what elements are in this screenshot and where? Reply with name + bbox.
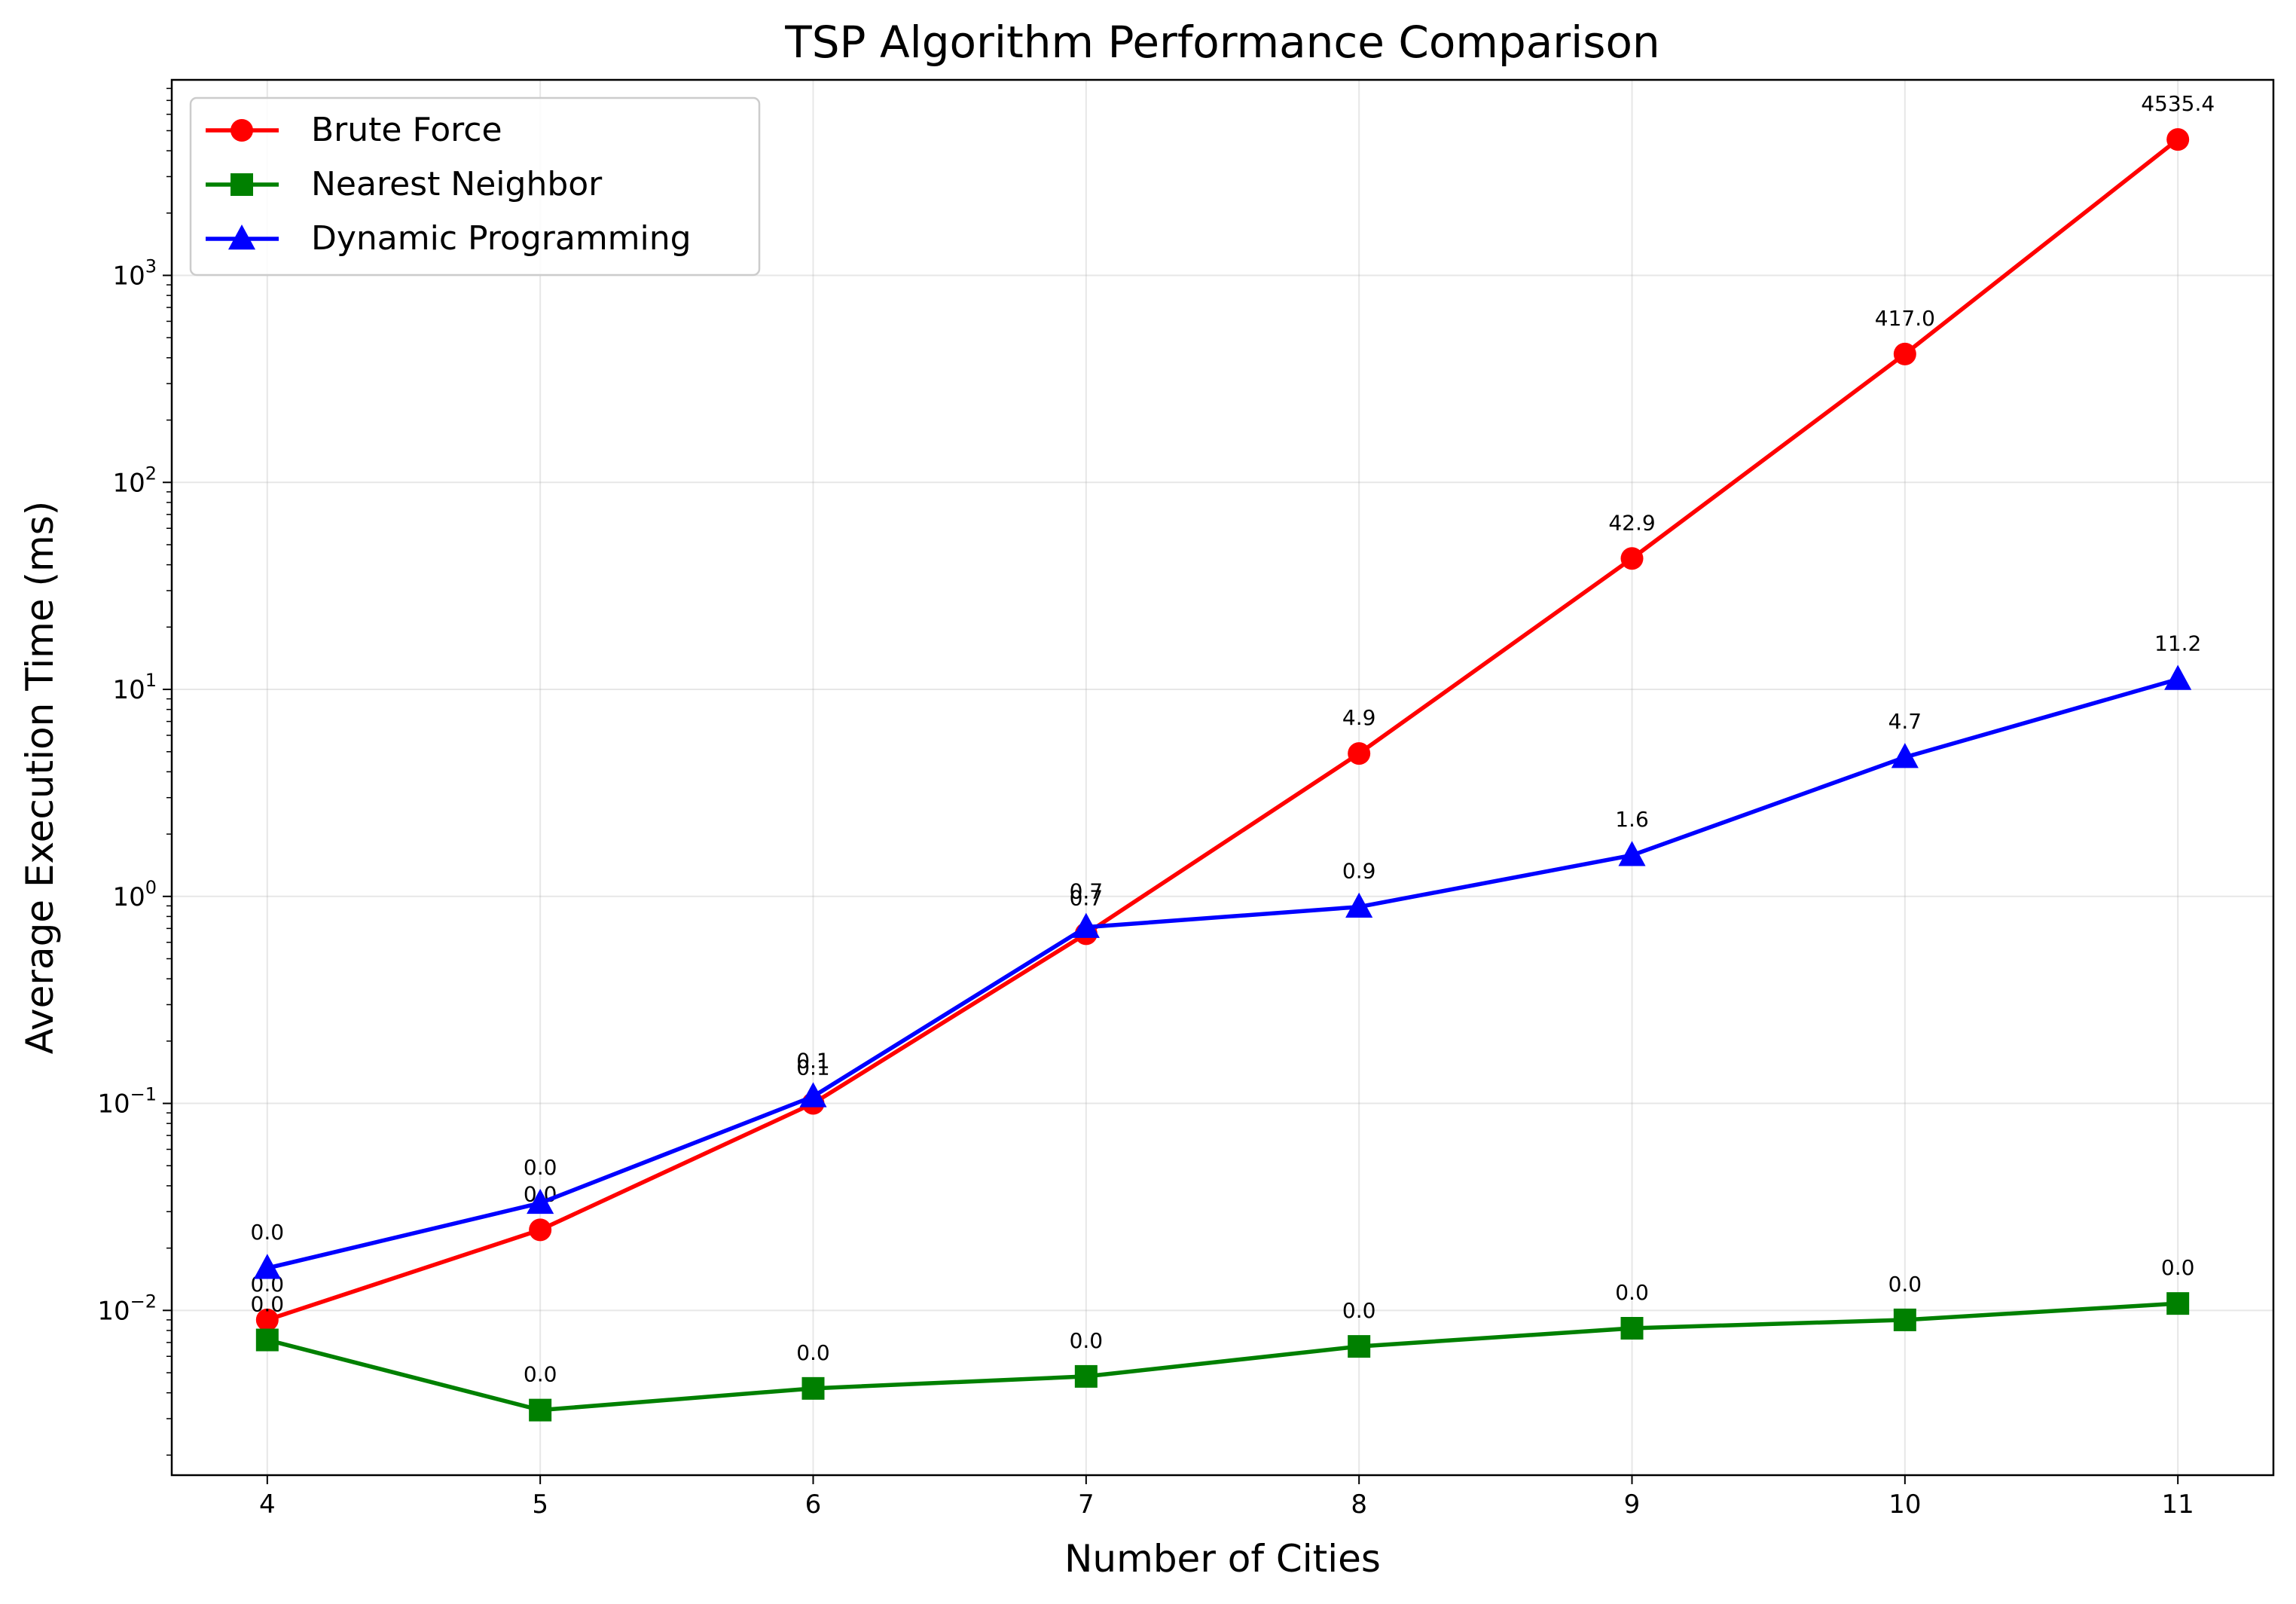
data-label: 0.0: [524, 1155, 557, 1180]
data-point: [1074, 1364, 1098, 1388]
legend-box: [189, 96, 761, 276]
x-tick-label: 5: [532, 1489, 548, 1520]
series-brute-force: 0.0 0.0 0.1 0.7 4.9 42.9 417.0 4535.4: [251, 91, 2215, 1331]
data-point: [1072, 912, 1100, 938]
data-label: 4.7: [1888, 709, 1922, 734]
data-label: 0.0: [1070, 1328, 1104, 1353]
x-tick-label: 8: [1351, 1489, 1367, 1520]
x-tick-label: 10: [1888, 1489, 1921, 1520]
data-label: 0.0: [251, 1292, 285, 1317]
data-point: [1348, 742, 1371, 765]
data-label: 0.0: [796, 1340, 830, 1365]
data-point: [801, 1376, 825, 1400]
data-point: [1893, 342, 1916, 365]
data-label: 4.9: [1342, 705, 1376, 730]
data-point: [799, 1082, 827, 1108]
data-label: 0.0: [1342, 1298, 1376, 1323]
data-label: 42.9: [1608, 510, 1655, 535]
data-point: [529, 1218, 552, 1242]
data-label: 1.6: [1615, 807, 1649, 832]
data-point: [255, 1328, 279, 1352]
x-tick-label: 4: [259, 1489, 276, 1520]
data-label: 417.0: [1875, 306, 1935, 331]
legend-marker: [231, 119, 253, 142]
data-label: 0.0: [2161, 1255, 2195, 1280]
legend-label: Nearest Neighbor: [311, 165, 603, 203]
data-label: 0.0: [1615, 1280, 1649, 1305]
data-point: [2164, 665, 2192, 690]
grid: [172, 80, 2273, 1475]
legend-label: Dynamic Programming: [311, 219, 692, 258]
data-label: 0.7: [1070, 885, 1104, 910]
data-point: [1891, 743, 1919, 768]
data-point: [1345, 892, 1373, 918]
y-tick-label: 10−1: [97, 1084, 157, 1120]
x-tick-label: 9: [1624, 1489, 1641, 1520]
data-point: [253, 1254, 281, 1279]
data-point: [2166, 1292, 2190, 1315]
y-axis: 10−2 10−1 100 101 102 103: [97, 87, 172, 1456]
data-point: [527, 1188, 554, 1214]
legend-label: Brute Force: [311, 111, 502, 149]
x-tick-label: 7: [1078, 1489, 1095, 1520]
data-label: 4535.4: [2141, 91, 2215, 116]
legend: Brute Force Nearest Neighbor Dynamic Progr…: [189, 96, 761, 276]
y-tick-label: 101: [112, 670, 157, 705]
data-point: [1618, 841, 1646, 866]
data-point: [255, 1308, 279, 1331]
data-label: 0.0: [251, 1220, 285, 1245]
data-label: 0.0: [1888, 1272, 1922, 1297]
legend-entry: Dynamic Programming: [206, 219, 692, 258]
data-label: 0.1: [796, 1056, 830, 1080]
legend-marker: [231, 173, 253, 196]
data-point: [2166, 128, 2190, 151]
legend-marker: [227, 225, 256, 250]
series-dynamic-programming: 0.0 0.0 0.1 0.7 0.9 1.6 4.7 11.2: [251, 631, 2201, 1279]
x-axis: 4 5 6 7 8 9 10 11: [259, 1475, 2194, 1520]
data-label: 11.2: [2154, 631, 2201, 656]
plot-frame: [170, 78, 2275, 1477]
x-axis-label: Number of Cities: [1064, 1537, 1381, 1581]
series-line: [267, 1301, 2178, 1413]
data-point: [1620, 547, 1644, 570]
legend-entry: Brute Force: [206, 111, 502, 149]
data-point: [529, 1398, 552, 1422]
data-point: [1348, 1335, 1371, 1358]
data-point: [1893, 1308, 1916, 1331]
data-label: 0.0: [524, 1362, 557, 1387]
data-point: [1620, 1317, 1644, 1340]
x-tick-label: 11: [2162, 1489, 2194, 1520]
chart-title: TSP Algorithm Performance Comparison: [784, 17, 1659, 68]
y-tick-label: 100: [112, 877, 157, 912]
y-tick-label: 102: [112, 463, 157, 498]
series-line: [266, 137, 2179, 1322]
series-nearest-neighbor: 0.0 0.0 0.0 0.0 0.0 0.0 0.0 0.0: [251, 1255, 2195, 1422]
data-label: 0.7: [1070, 879, 1104, 904]
data-label: 0.1: [796, 1048, 830, 1073]
series-line: [267, 677, 2178, 1270]
data-label: 0.9: [1342, 859, 1376, 884]
legend-entry: Nearest Neighbor: [206, 165, 603, 203]
series-layer: 0.00.00.10.74.942.9417.04535.40.00.00.00…: [251, 91, 2215, 1422]
y-tick-label: 10−2: [97, 1291, 157, 1326]
y-axis-label: Average Execution Time (ms): [18, 501, 62, 1055]
x-tick-label: 6: [805, 1489, 822, 1520]
y-tick-label: 103: [112, 256, 157, 292]
